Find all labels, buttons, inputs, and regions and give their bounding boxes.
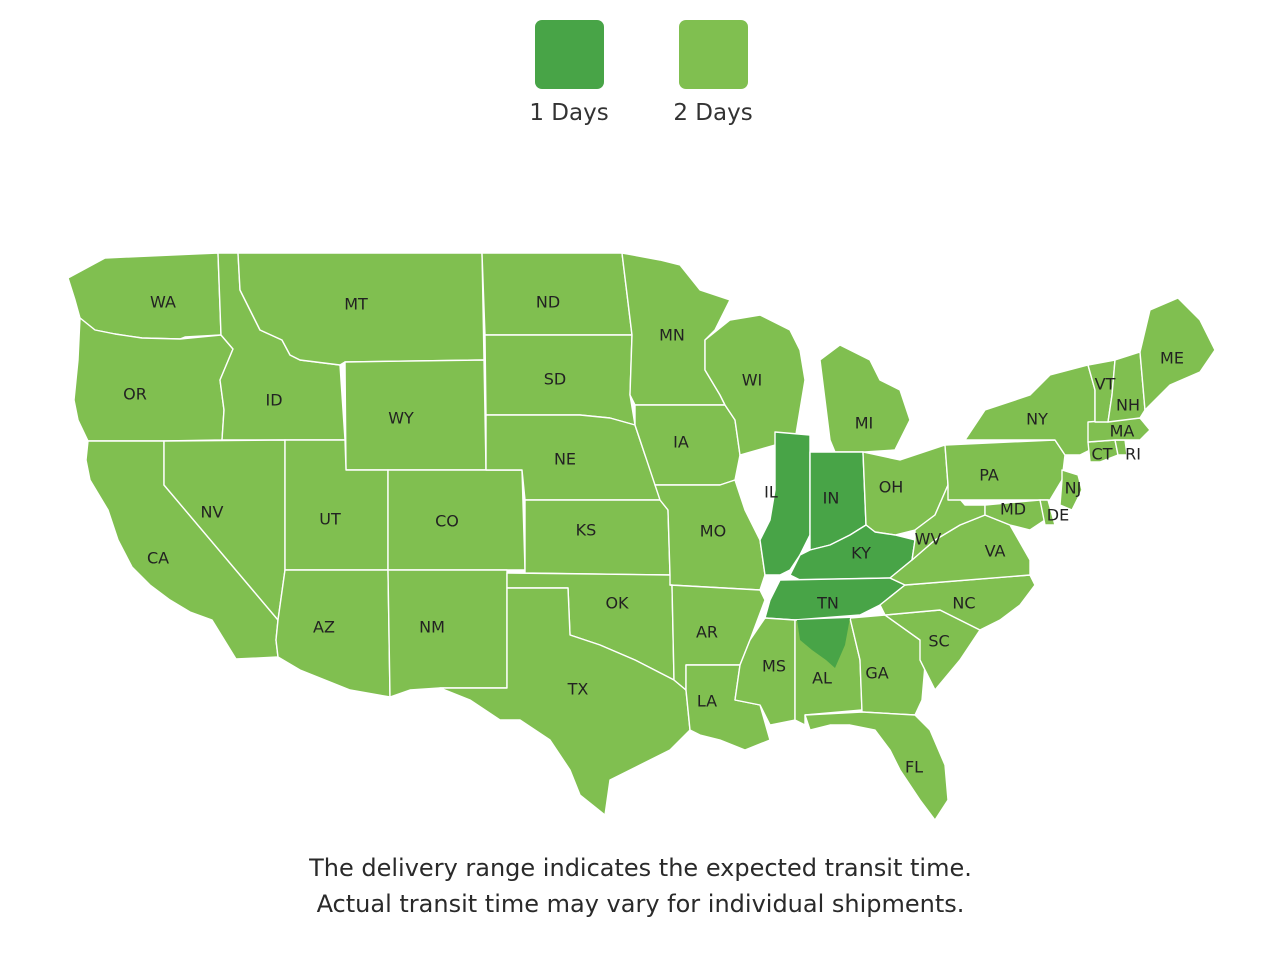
state-label-ga: GA <box>865 664 888 683</box>
state-de <box>1039 499 1056 526</box>
state-label-co: CO <box>435 512 459 531</box>
disclaimer-line-1: The delivery range indicates the expecte… <box>309 854 972 882</box>
state-tx <box>439 587 691 816</box>
state-label-tn: TN <box>816 594 839 613</box>
state-label-nm: NM <box>419 618 445 637</box>
state-al-one-day-region <box>797 618 850 668</box>
state-label-md: MD <box>1000 500 1026 519</box>
state-label-va: VA <box>985 542 1006 561</box>
state-label-nc: NC <box>952 594 975 613</box>
state-label-oh: OH <box>879 478 904 497</box>
state-label-wa: WA <box>150 293 176 312</box>
state-label-ky: KY <box>851 544 871 563</box>
state-me <box>1139 297 1216 411</box>
state-label-il: IL <box>764 483 778 502</box>
state-label-wy: WY <box>388 409 414 428</box>
state-label-id: ID <box>265 391 282 410</box>
state-nj <box>1059 469 1083 511</box>
state-label-fl: FL <box>905 758 923 777</box>
legend-swatch-2-days <box>678 20 748 89</box>
state-label-ar: AR <box>696 623 718 642</box>
state-label-nj: NJ <box>1065 479 1082 498</box>
state-fl <box>804 711 949 821</box>
state-nm <box>387 569 508 698</box>
state-label-ms: MS <box>762 657 786 676</box>
state-label-ca: CA <box>147 549 169 568</box>
legend-item-2-days: 2 Days <box>633 20 793 126</box>
state-label-al: AL <box>812 669 832 688</box>
state-label-mi: MI <box>855 414 874 433</box>
state-label-az: AZ <box>313 618 335 637</box>
disclaimer-line-2: Actual transit time may vary for individ… <box>316 890 965 918</box>
state-label-sc: SC <box>928 632 949 651</box>
state-label-de: DE <box>1047 506 1069 525</box>
state-label-nv: NV <box>201 503 224 522</box>
state-label-ut: UT <box>319 510 341 529</box>
state-label-pa: PA <box>979 466 999 485</box>
state-label-nh: NH <box>1116 396 1140 415</box>
state-label-wi: WI <box>742 371 763 390</box>
legend-item-1-days: 1 Days <box>489 20 649 126</box>
state-mi <box>819 344 911 453</box>
state-label-nd: ND <box>536 293 560 312</box>
legend-swatch-1-days <box>534 20 604 89</box>
state-label-in: IN <box>823 489 840 508</box>
state-label-ia: IA <box>673 433 689 452</box>
state-label-ne: NE <box>554 450 576 469</box>
state-label-sd: SD <box>544 370 566 389</box>
state-label-la: LA <box>697 692 717 711</box>
state-label-ct: CT <box>1092 445 1113 464</box>
legend-label-1-days: 1 Days <box>529 100 609 126</box>
state-label-tx: TX <box>567 680 589 699</box>
state-label-ks: KS <box>576 521 597 540</box>
state-ks <box>524 499 671 576</box>
state-label-vt: VT <box>1095 375 1116 394</box>
state-label-mt: MT <box>344 295 368 314</box>
transit-disclaimer: The delivery range indicates the expecte… <box>0 850 1281 922</box>
state-label-mn: MN <box>659 326 685 345</box>
state-label-me: ME <box>1160 349 1184 368</box>
state-label-ri: RI <box>1125 445 1141 464</box>
state-label-ok: OK <box>605 594 629 613</box>
state-label-mo: MO <box>700 522 726 541</box>
map-legend: 1 Days 2 Days <box>0 20 1281 140</box>
state-pa <box>944 439 1066 501</box>
state-wy <box>344 359 487 471</box>
state-label-wv: WV <box>915 530 942 549</box>
state-mo <box>654 479 766 591</box>
state-label-ny: NY <box>1026 410 1048 429</box>
state-label-ma: MA <box>1110 422 1135 441</box>
state-mt <box>237 252 485 366</box>
legend-label-2-days: 2 Days <box>673 100 753 126</box>
state-label-or: OR <box>123 385 147 404</box>
